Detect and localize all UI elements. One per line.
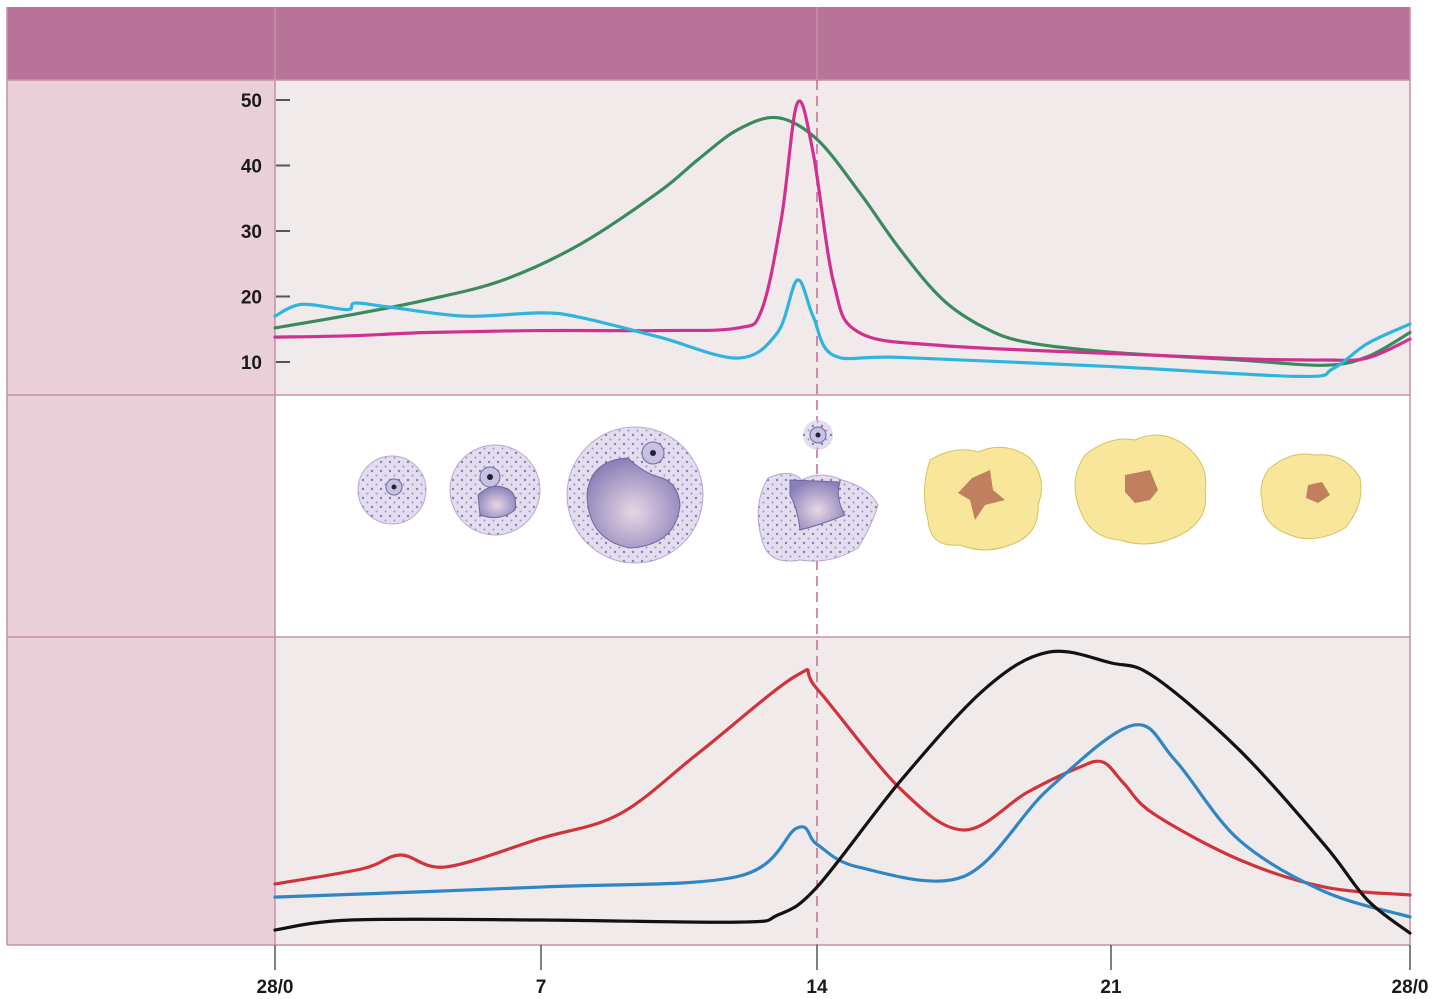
x-tick-label: 28/0 <box>1392 977 1429 998</box>
corpus-luteum-early-illustration <box>924 446 1043 551</box>
top-y-axis: 50 40 30 20 10 <box>241 91 290 374</box>
y-tick-label: 40 <box>241 157 262 178</box>
ovulation-illustration <box>757 420 879 562</box>
follicle-stages <box>357 420 1362 564</box>
x-tick-label: 7 <box>536 977 547 998</box>
secondary-follicle-illustration <box>449 444 541 536</box>
bottom-series-1-line <box>273 668 1412 897</box>
x-tick-label: 14 <box>806 977 828 998</box>
top-series-3-line <box>273 278 1412 379</box>
x-axis-days: 28/0 7 14 21 28/0 <box>257 945 1429 998</box>
y-tick-label: 50 <box>241 91 262 112</box>
x-tick-label: 28/0 <box>257 977 294 998</box>
y-tick-label: 30 <box>241 222 262 243</box>
top-series-2-line <box>273 99 1412 362</box>
mature-follicle-illustration <box>566 426 704 564</box>
bottom-series-3-line <box>273 649 1412 935</box>
y-tick-label: 20 <box>241 288 262 309</box>
bottom-series-2-line <box>273 723 1412 919</box>
header-band <box>7 7 1410 80</box>
left-label-column <box>7 80 275 945</box>
corpus-luteum-mature-illustration <box>1074 434 1207 545</box>
corpus-luteum-regressing-illustration <box>1260 453 1362 540</box>
hormone-panel-bottom <box>275 637 1410 945</box>
panel-borders <box>6 7 1411 946</box>
hormone-panel-top <box>275 80 1410 395</box>
primary-follicle-illustration <box>357 455 427 525</box>
hormone-curves <box>273 99 1412 935</box>
y-tick-label: 10 <box>241 353 262 374</box>
x-tick-label: 21 <box>1100 977 1122 998</box>
